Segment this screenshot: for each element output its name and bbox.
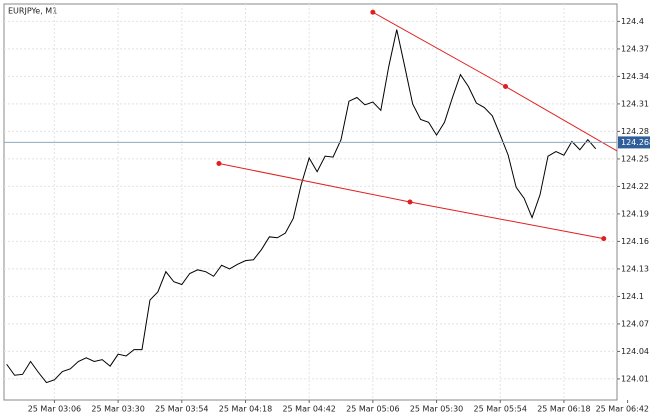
trend-handle [216, 161, 222, 166]
y-tick-label: 124.16 [621, 237, 649, 246]
x-tick-label: 25 Mar 03:06 [28, 405, 81, 414]
x-tick-label: 25 Mar 06:42 [596, 405, 649, 414]
x-tick-label: 25 Mar 04:42 [282, 405, 335, 414]
x-tick-label: 25 Mar 05:54 [474, 405, 527, 414]
y-tick-label: 124.28 [621, 127, 649, 136]
y-tick-label: 124.22 [621, 182, 649, 191]
y-tick-label: 124.31 [621, 99, 649, 108]
x-tick-label: 25 Mar 06:18 [537, 405, 590, 414]
y-tick-label: 124.19 [621, 209, 649, 218]
x-tick-label: 25 Mar 04:18 [219, 405, 272, 414]
y-tick-label: 124.34 [621, 72, 649, 81]
x-tick-label: 25 Mar 05:06 [346, 405, 399, 414]
y-tick-label: 124.4 [621, 17, 644, 26]
x-tick-label: 25 Mar 03:54 [155, 405, 208, 414]
y-tick-label: 124.25 [621, 154, 649, 163]
x-tick-label: 25 Mar 03:30 [91, 405, 144, 414]
trend-handle [407, 199, 413, 205]
trend-handle [370, 9, 376, 15]
current-price-label: 124.268 [621, 138, 650, 147]
plot-frame [3, 3, 618, 401]
trend-handle [503, 84, 509, 89]
y-tick-label: 124.1 [621, 292, 644, 301]
current-price-box [618, 136, 650, 149]
chart-title: EURJPYe, M1 [8, 7, 57, 16]
trend-handle [601, 236, 607, 242]
y-tick-label: 124.07 [621, 319, 649, 328]
price-line [6, 29, 597, 384]
y-tick-label: 124.01 [621, 374, 649, 383]
y-tick-label: 124.37 [621, 44, 649, 53]
plot-area [4, 4, 617, 400]
y-tick-label: 124.13 [621, 264, 649, 273]
y-tick-label: 124.04 [621, 347, 649, 356]
x-tick-label: 25 Mar 05:30 [410, 405, 463, 414]
